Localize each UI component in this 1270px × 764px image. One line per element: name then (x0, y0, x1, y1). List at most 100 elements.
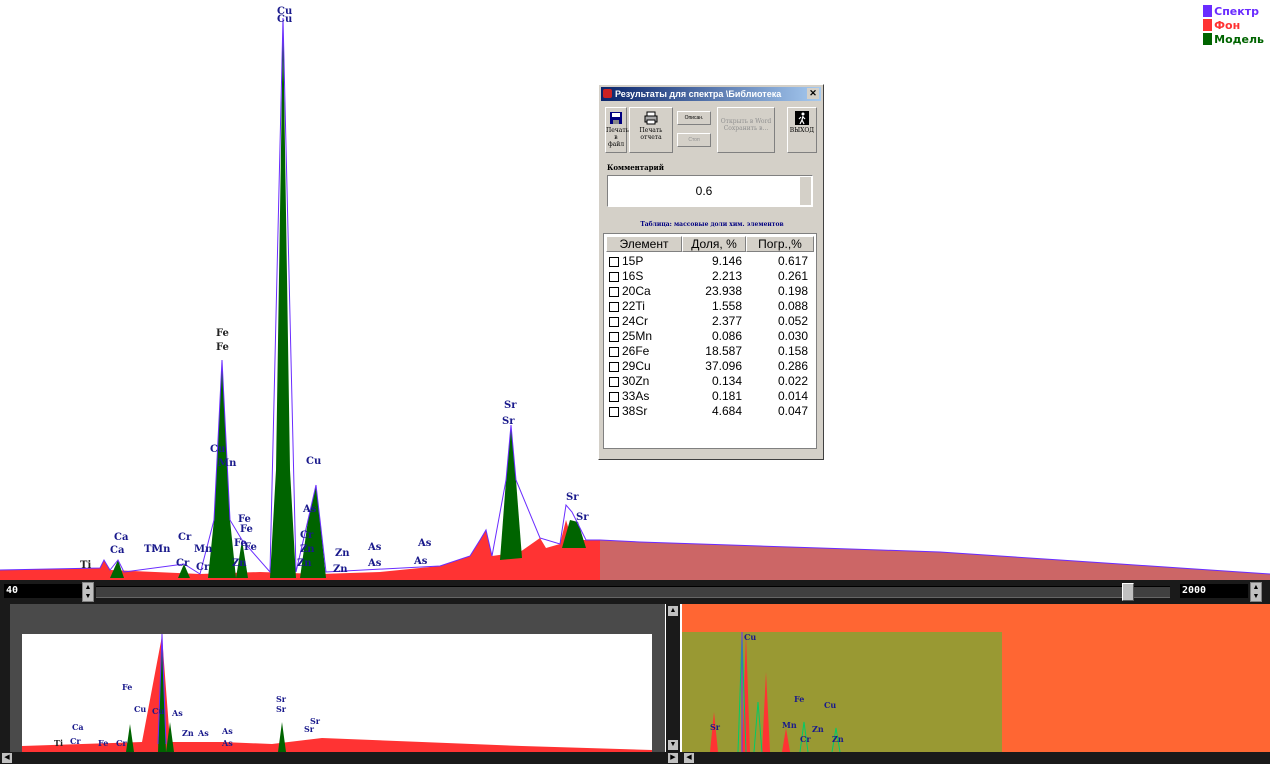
table-row[interactable]: 29Cu 37.096 0.286 (604, 359, 816, 374)
error-cell: 0.158 (777, 344, 808, 358)
scroll-track[interactable] (96, 586, 1170, 598)
svg-text:Fe: Fe (794, 694, 804, 704)
svg-text:Fe: Fe (216, 328, 229, 339)
results-table: Элемент Доля, % Погр.,% 15P 9.146 0.617 16S… (603, 233, 817, 449)
range-end-field[interactable]: 2000 (1180, 584, 1248, 598)
svg-text:Mn: Mn (152, 544, 171, 555)
legend-model: Модель (1203, 32, 1264, 46)
svg-text:Sr: Sr (276, 704, 287, 714)
header-fraction[interactable]: Доля, % (682, 236, 746, 252)
element-cell: 20Ca (622, 284, 651, 298)
svg-text:Cr: Cr (196, 562, 210, 573)
fraction-cell: 2.377 (711, 314, 742, 328)
svg-text:Fe: Fe (238, 514, 251, 525)
exit-label: ВЫХОД (789, 127, 815, 134)
fraction-cell: 9.146 (711, 254, 742, 268)
scroll-right-button[interactable]: ▶ (668, 753, 678, 763)
svg-text:Ca: Ca (114, 532, 129, 543)
table-row[interactable]: 15P 9.146 0.617 (604, 254, 816, 269)
element-cell: 16S (622, 269, 644, 283)
row-checkbox[interactable] (609, 317, 619, 327)
comment-value: 0.6 (695, 184, 713, 198)
pane-divider-scrollbar[interactable]: ▲ ▼ (666, 604, 680, 752)
header-error[interactable]: Погр.,% (746, 236, 814, 252)
comment-scrollbar[interactable] (800, 177, 811, 205)
svg-text:As: As (367, 542, 382, 553)
table-title: Таблица: массовые доли хим. элементов (640, 221, 784, 228)
element-cell: 24Cr (622, 314, 649, 328)
svg-text:Sr: Sr (504, 400, 517, 411)
svg-text:Fe: Fe (122, 682, 132, 692)
element-cell: 15P (622, 254, 644, 268)
stop-button[interactable]: Стоп (677, 133, 711, 147)
scroll-thumb[interactable] (1122, 583, 1134, 601)
table-row[interactable]: 24Cr 2.377 0.052 (604, 314, 816, 329)
legend-label: Фон (1214, 18, 1241, 32)
row-checkbox[interactable] (609, 377, 619, 387)
table-row[interactable]: 30Zn 0.134 0.022 (604, 374, 816, 389)
fraction-cell: 0.181 (711, 389, 742, 403)
legend-background: Фон (1203, 18, 1264, 32)
table-row[interactable]: 38Sr 4.684 0.047 (604, 404, 816, 419)
svg-text:Ca: Ca (110, 545, 125, 556)
row-checkbox[interactable] (609, 332, 619, 342)
scroll-left-button-2[interactable]: ◀ (684, 753, 694, 763)
fraction-cell: 23.938 (705, 284, 742, 298)
element-cell: 25Mn (622, 329, 653, 343)
describe-button[interactable]: Описан. (677, 111, 711, 125)
scroll-left-button[interactable]: ◀ (2, 753, 12, 763)
legend-swatch (1203, 33, 1213, 45)
background-continuum-far-edge (599, 539, 1270, 575)
scroll-up-button[interactable]: ▲ (668, 606, 678, 616)
background-continuum (0, 520, 600, 580)
legend: Спектр Фон Модель (1203, 4, 1264, 46)
row-checkbox[interactable] (609, 257, 619, 267)
legend-label: Модель (1214, 32, 1264, 46)
table-row[interactable]: 26Fe 18.587 0.158 (604, 344, 816, 359)
range-start-spinner[interactable]: ▲ ▼ (82, 582, 94, 602)
table-row[interactable]: 20Ca 23.938 0.198 (604, 284, 816, 299)
open-in-word-button[interactable]: Открыть в Word Сохранить в... (717, 107, 775, 153)
close-icon[interactable]: ✕ (807, 88, 819, 99)
fraction-cell: 2.213 (711, 269, 742, 283)
header-element[interactable]: Элемент (606, 236, 682, 252)
row-checkbox[interactable] (609, 347, 619, 357)
scroll-down-button[interactable]: ▼ (668, 740, 678, 750)
floppy-icon (610, 112, 622, 124)
dialog-title-bar[interactable]: Результаты для спектра \Библиотека ✕ (601, 87, 821, 101)
range-start-field[interactable]: 40 (4, 584, 82, 598)
row-checkbox[interactable] (609, 392, 619, 402)
row-checkbox[interactable] (609, 272, 619, 282)
range-scrollbar[interactable]: 40 ▲ ▼ 2000 ▲ ▼ (0, 580, 1270, 604)
range-end-spinner[interactable]: ▲ ▼ (1250, 582, 1262, 602)
error-cell: 0.286 (777, 359, 808, 373)
table-row[interactable]: 33As 0.181 0.014 (604, 389, 816, 404)
save-to-file-button[interactable]: Печать в файл (605, 107, 629, 153)
table-row[interactable]: 22Ti 1.558 0.088 (604, 299, 816, 314)
svg-text:Zn: Zn (812, 724, 824, 734)
fraction-cell: 0.086 (711, 329, 742, 343)
table-row[interactable]: 25Mn 0.086 0.030 (604, 329, 816, 344)
comment-field[interactable]: 0.6 (607, 175, 813, 207)
printer-icon (644, 111, 658, 125)
exit-button[interactable]: ВЫХОД (787, 107, 817, 153)
bottom-scrollbar[interactable]: ◀ ▶ ◀ (0, 752, 1270, 764)
row-checkbox[interactable] (609, 287, 619, 297)
row-checkbox[interactable] (609, 302, 619, 312)
fraction-cell: 37.096 (705, 359, 742, 373)
error-cell: 0.261 (777, 269, 808, 283)
svg-text:Cu: Cu (277, 6, 292, 17)
row-checkbox[interactable] (609, 362, 619, 372)
table-row[interactable]: 16S 2.213 0.261 (604, 269, 816, 284)
print-report-button[interactable]: Печать отчета (629, 107, 673, 153)
model-peaks (110, 20, 586, 578)
element-cell: 33As (622, 389, 650, 403)
svg-text:Sr: Sr (304, 724, 315, 734)
error-cell: 0.052 (777, 314, 808, 328)
row-checkbox[interactable] (609, 407, 619, 417)
